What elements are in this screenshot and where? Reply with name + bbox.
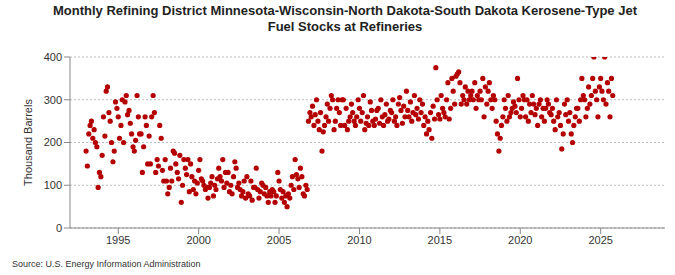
svg-text:400: 400 xyxy=(44,51,62,63)
html-text:Monthly Refining District Minn: Monthly Refining District Minnesota-Wisc… xyxy=(53,3,637,34)
svg-text:300: 300 xyxy=(44,94,62,106)
html-text:Source: U.S. Energy Informatio: Source: U.S. Energy Information Administ… xyxy=(12,259,201,269)
svg-text:2010: 2010 xyxy=(347,234,371,246)
svg-text:2005: 2005 xyxy=(267,234,291,246)
svg-text:0: 0 xyxy=(56,222,62,234)
svg-text:1995: 1995 xyxy=(106,234,130,246)
svg-text:2025: 2025 xyxy=(588,234,612,246)
svg-text:200: 200 xyxy=(44,136,62,148)
svg-text:2015: 2015 xyxy=(428,234,452,246)
svg-text:2020: 2020 xyxy=(508,234,532,246)
svg-text:2000: 2000 xyxy=(186,234,210,246)
svg-text:100: 100 xyxy=(44,179,62,191)
svg-text:Thousand Barrels: Thousand Barrels xyxy=(22,99,34,186)
